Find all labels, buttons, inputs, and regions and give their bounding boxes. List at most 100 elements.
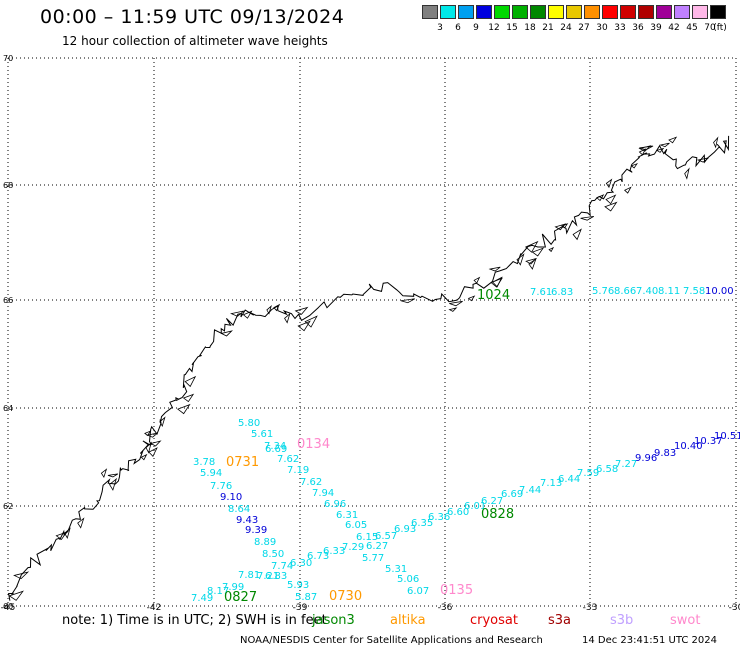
coastline-island — [77, 517, 85, 529]
wave-height-value: 5.61 — [251, 429, 273, 440]
wave-height-value: 7.13 — [540, 478, 562, 489]
wave-height-value: 10.51 — [714, 431, 740, 442]
wave-height-value: 7.99 — [222, 582, 244, 593]
note-text: note: 1) Time is in UTC; 2) SWH is in fe… — [62, 613, 327, 628]
wave-height-value: 6.31 — [336, 510, 358, 521]
track-time-label: 0828 — [481, 507, 514, 522]
colorbar-label: 15 — [506, 23, 518, 33]
colorbar-swatch — [494, 5, 510, 19]
wave-height-value: 6.27 — [366, 541, 388, 552]
wave-height-value: 5.93 — [287, 580, 309, 591]
wave-height-value: 7.81 — [238, 570, 260, 581]
colorbar-label: 70 — [704, 23, 716, 33]
wave-height-value: 7.34 — [264, 441, 286, 452]
wave-height-value: 6.83 — [265, 571, 287, 582]
map-grid — [7, 57, 737, 607]
coastline-island — [605, 194, 617, 205]
wave-height-value: 10.40 — [674, 441, 703, 452]
wave-height-value: 7.27 — [615, 459, 637, 470]
coastline-island — [638, 148, 647, 156]
coastline-path — [8, 135, 730, 601]
coastline-island — [580, 215, 594, 221]
coastline-island — [100, 468, 108, 479]
coastline-island — [531, 247, 545, 257]
coastline-island — [144, 430, 152, 437]
wave-height-value: 7.62 — [300, 477, 322, 488]
coastline-island — [146, 432, 158, 438]
page-subtitle: 12 hour collection of altimeter wave hei… — [62, 34, 328, 48]
coastline-island — [488, 266, 501, 272]
wave-height-value: 6.05 — [345, 520, 367, 531]
colorbar-swatch — [584, 5, 600, 19]
wave-height-value: 6.69 — [501, 489, 523, 500]
coastline-island — [528, 257, 537, 270]
wave-height-value: 7.21 — [257, 571, 279, 582]
coastline-island — [108, 477, 118, 491]
coastline-island — [713, 136, 719, 149]
coastline-island — [572, 228, 582, 241]
wave-height-value: 9.43 — [236, 515, 258, 526]
longitude-label: -39 — [293, 603, 308, 613]
colorbar-swatch — [638, 5, 654, 19]
wave-height-value: 8.17 — [207, 586, 229, 597]
wave-height-value: 7.74 — [271, 561, 293, 572]
wave-height-value: 6.01 — [464, 501, 486, 512]
wave-height-value: 7.61 — [530, 287, 552, 298]
wave-height-value: 6.30 — [290, 558, 312, 569]
colorbar-label: (ft) — [713, 23, 727, 33]
coastline-island — [177, 403, 191, 415]
coastline-island — [448, 307, 458, 312]
wave-height-value: 7.19 — [287, 465, 309, 476]
coastline-island — [13, 571, 30, 580]
colorbar-swatch — [440, 5, 456, 19]
coastline-island — [604, 201, 618, 212]
coastline-island — [630, 162, 638, 169]
wave-height-value: 8.64 — [228, 504, 250, 515]
coastline-island — [548, 246, 555, 253]
colorbar-label: 24 — [560, 23, 572, 33]
track-time-label: 0730 — [329, 589, 362, 604]
coastline-island — [623, 186, 632, 194]
axis-labels: 70 68 66 64 62 60-45 -42 -39 -36 -33 -30 — [1, 54, 740, 613]
coastline-island — [400, 298, 415, 304]
colorbar-label: 30 — [596, 23, 608, 33]
coastline-island — [524, 240, 539, 253]
colorbar-label: 9 — [473, 23, 479, 33]
coastline-island — [297, 320, 311, 332]
wave-height-value: 6.44 — [558, 474, 580, 485]
coastline-island — [107, 473, 119, 478]
coastline-island — [8, 590, 24, 601]
longitude-label: -30 — [729, 603, 740, 613]
colorbar-label: 18 — [524, 23, 536, 33]
coastline-island — [159, 416, 166, 428]
latitude-label: 60 — [3, 602, 13, 611]
wave-height-value: 9.10 — [220, 492, 242, 503]
satellite-legend-item: s3b — [610, 613, 634, 628]
latitude-label: 68 — [3, 181, 13, 190]
wave-height-value: 7.94 — [312, 488, 334, 499]
wave-height-value: 6.93 — [394, 524, 416, 535]
coastline-island — [242, 310, 253, 319]
coastline-island — [182, 393, 195, 403]
colorbar-label: 45 — [686, 23, 698, 33]
coastline-island — [230, 310, 244, 317]
wave-height-value: 5.31 — [385, 564, 407, 575]
colorbar-label: 27 — [578, 23, 590, 33]
wave-height-value: 10.37 — [694, 436, 723, 447]
wave-height-value: 8.89 — [254, 537, 276, 548]
page-title: 00:00 – 11:59 UTC 09/13/2024 — [40, 6, 345, 28]
track-time-label: 0134 — [297, 437, 330, 452]
colorbar-swatch — [566, 5, 582, 19]
track-time-label: 0731 — [226, 455, 259, 470]
wave-height-value: 7.59 — [577, 468, 599, 479]
coastline-island — [656, 147, 665, 153]
wave-height-value: 7.49 — [191, 593, 213, 604]
latitude-label: 62 — [3, 502, 13, 511]
longitude-label: -42 — [147, 603, 162, 613]
wave-height-value: 5.06 — [397, 574, 419, 585]
colorbar-swatch — [512, 5, 528, 19]
wave-height-value: 6.33 — [323, 546, 345, 557]
coastline-island — [220, 330, 234, 337]
colorbar-swatch — [530, 5, 546, 19]
longitude-label: -36 — [438, 603, 453, 613]
